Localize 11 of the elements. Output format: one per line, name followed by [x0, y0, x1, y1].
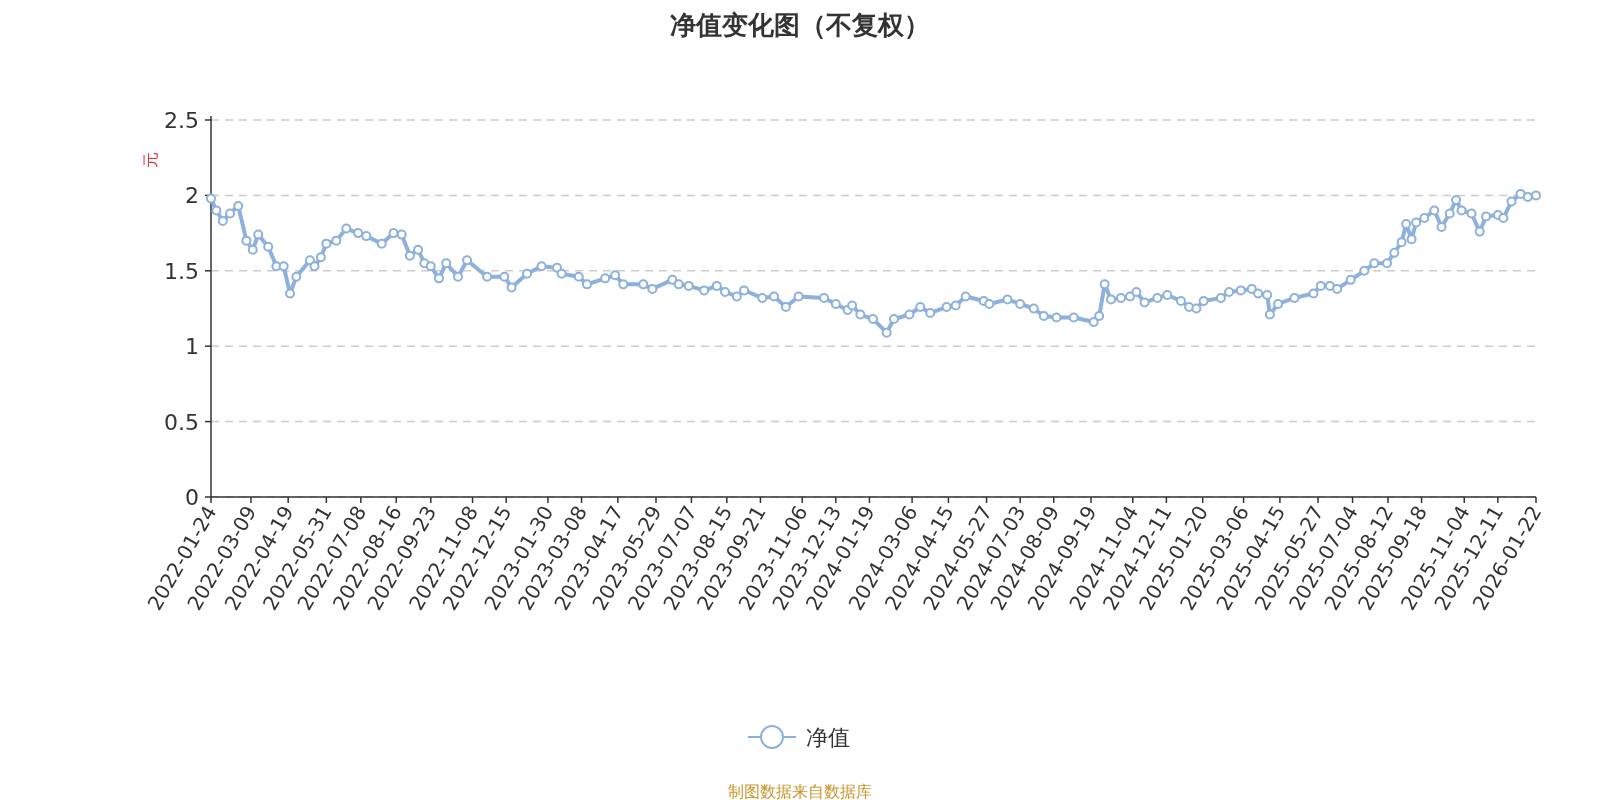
- y-tick-label: 2: [185, 183, 199, 209]
- legend-label: 净值: [806, 725, 850, 750]
- y-tick-label: 1.5: [164, 258, 199, 284]
- y-tick-label: 0: [185, 485, 199, 510]
- legend: 净值: [747, 725, 850, 750]
- y-tick-label: 2.5: [164, 108, 199, 133]
- y-tick-label: 0.5: [164, 409, 199, 435]
- y-tick-label: 1: [185, 334, 199, 360]
- text: 制图数据来自数据库: [728, 782, 872, 800]
- y-axis-title: 元: [141, 152, 160, 168]
- chart-title: 净值变化图（不复权）: [670, 10, 930, 40]
